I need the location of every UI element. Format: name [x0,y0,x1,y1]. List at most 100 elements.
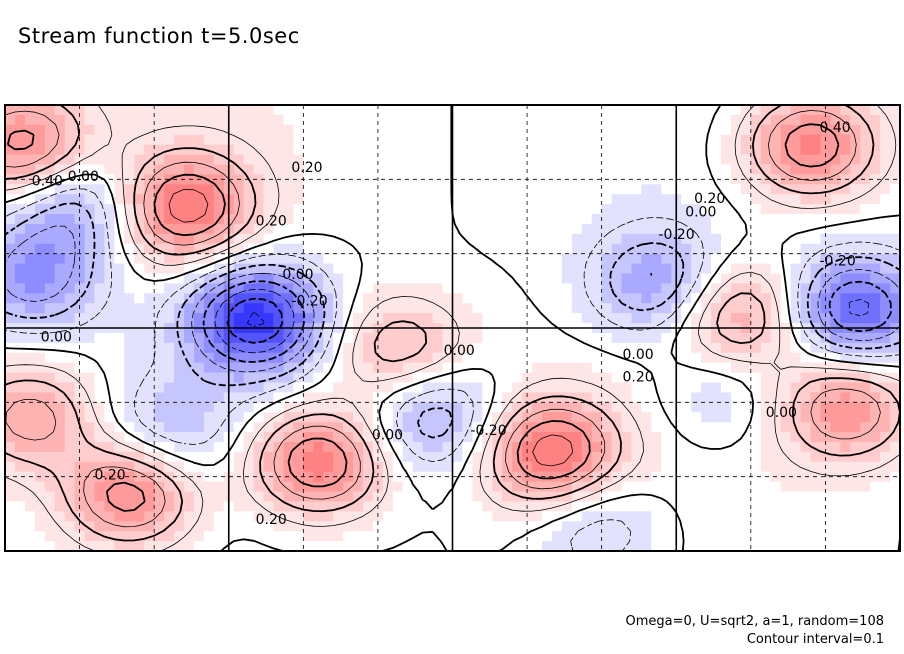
field-cell [323,511,334,522]
field-cell [462,313,473,324]
field-cell [233,531,245,542]
field-cell [193,382,205,394]
field-cell [780,422,792,433]
field-cell [830,283,841,294]
field-cell [164,283,175,294]
field-cell [512,481,523,493]
field-cell [631,144,643,156]
field-cell [850,283,861,294]
field-cell [412,362,424,374]
field-cell [611,491,623,503]
field-cell [154,342,165,354]
field-cell [691,243,702,255]
field-cell [213,382,225,394]
field-cell [353,481,364,493]
field-cell [54,352,66,364]
field-cell [54,451,66,463]
field-cell [482,313,493,324]
field-cell [502,293,513,304]
field-cell [14,253,26,265]
field-cell [691,372,702,384]
field-cell [203,144,215,156]
field-cell [721,223,732,235]
field-cell [273,531,285,542]
field-cell [203,263,215,275]
field-cell [372,491,384,503]
field-cell [293,372,304,384]
field-cell [532,481,543,493]
field-cell [392,283,404,294]
field-cell [571,461,583,473]
field-cell [243,342,255,354]
field-cell [512,521,523,532]
field-cell [691,283,702,294]
field-cell [164,432,175,443]
field-cell [830,174,841,185]
field-cell [402,313,414,324]
field-cell [711,342,722,354]
field-cell [432,204,444,215]
field-cell [860,114,871,126]
field-cell [591,382,603,394]
field-cell [333,174,344,185]
field-cell [34,372,46,384]
contour-label: 0.00 [282,267,313,283]
field-cell [104,303,115,314]
field-cell [323,243,334,255]
field-cell [611,194,623,205]
field-cell [641,105,652,116]
field-cell [283,501,294,512]
field-cell [860,412,871,423]
field-cell [561,422,573,433]
field-cell [790,263,802,275]
field-cell [382,184,394,195]
field-cell [890,253,900,265]
field-cell [392,303,404,314]
field-cell [890,412,900,423]
field-cell [730,511,742,522]
field-cell [621,253,633,265]
field-cell [213,521,225,532]
field-cell [561,541,573,551]
field-cell [532,114,543,126]
field-cell [164,243,175,255]
field-cell [711,283,722,294]
field-cell [701,342,712,354]
field-cell [203,422,215,433]
field-cell [651,441,662,453]
field-cell [114,422,125,433]
field-cell [850,214,861,225]
field-cell [611,184,623,195]
field-cell [432,243,444,255]
field-cell [193,362,205,374]
field-cell [263,263,275,275]
field-cell [203,471,215,483]
field-cell [701,253,712,265]
field-cell [770,422,782,433]
field-cell [14,332,26,344]
field-cell [124,412,135,423]
field-cell [124,342,135,354]
field-cell [870,194,881,205]
field-cell [273,541,285,551]
field-cell [750,501,762,512]
field-cell [134,233,145,245]
field-cell [422,481,434,493]
contour-label: -0.20 [291,294,327,310]
contour-label: 0.20 [623,370,654,386]
field-cell [184,303,195,314]
field-cell [5,154,16,166]
contour-label: -0.20 [470,423,506,439]
field-cell [154,105,165,116]
field-cell [273,521,285,532]
field-cell [84,412,96,423]
field-cell [432,451,444,463]
field-cell [243,412,255,423]
field-cell [412,243,424,255]
contour-line [168,189,574,467]
field-cell [263,362,275,374]
field-cell [94,521,106,532]
field-cell [184,432,195,443]
field-cell [14,114,26,126]
field-cell [303,105,314,116]
